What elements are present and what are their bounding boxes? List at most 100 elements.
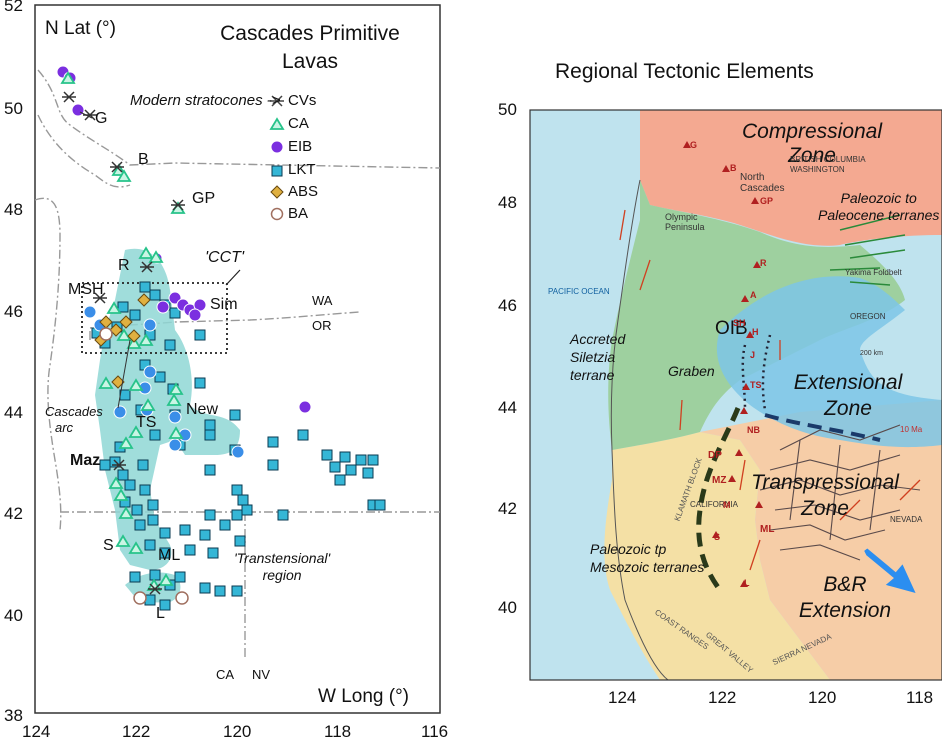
paleozoic-mesozoic-label: Paleozoic tp Mesozoic terranes [590, 540, 704, 576]
accreted-siletzia-label: Accreted Siletzia terrane [570, 330, 625, 384]
code-nb: NB [747, 425, 760, 435]
blue-arrow [864, 548, 916, 594]
volcano-label-ml: ML [158, 547, 181, 564]
left-map-title: Cascades Primitive Lavas [190, 20, 430, 76]
cv-points [62, 91, 185, 595]
left-y-axis-label: N Lat (°) [45, 18, 116, 39]
left-x-tick-124: 124 [22, 722, 51, 741]
mesozoic-line2: Mesozoic terranes [590, 559, 705, 575]
code-dp: DP [708, 450, 722, 461]
paleozoic-paleocene-label: Paleozoic to Paleocene terranes [818, 190, 939, 224]
yakima-label: Yakima Foldbelt [845, 268, 902, 277]
volcano-label-msh: MSH [68, 281, 104, 298]
volcano-label-gp: GP [192, 190, 216, 207]
volcano-label-r: R [118, 257, 130, 274]
right-y-tick-50: 50 [498, 100, 517, 119]
cct-label: 'CCT' [205, 249, 244, 266]
legend-label-cvs: CVs [288, 92, 317, 109]
left-x-tick-120: 120 [223, 722, 252, 741]
right-y-tick-40: 40 [498, 598, 517, 617]
code-r: R [760, 258, 767, 268]
volcano-label-b: B [138, 151, 149, 168]
code-mz: MZ [712, 475, 727, 486]
legend-label-ca: CA [288, 115, 309, 132]
state-label-ca: CA [216, 667, 235, 682]
code-a: A [750, 290, 757, 300]
cascades-arc-label: Cascades arc [45, 404, 103, 436]
left-y-tick-42: 42 [4, 504, 23, 523]
compressional-line1: Compressional [741, 120, 883, 143]
left-y-tick-52: 52 [4, 0, 23, 15]
code-gp: GP [760, 196, 774, 206]
code-j: J [750, 350, 756, 360]
left-y-tick-44: 44 [4, 403, 23, 422]
right-x-tick-120: 120 [808, 688, 837, 707]
volcano-label-l: L [156, 605, 165, 622]
left-y-tick-48: 48 [4, 200, 23, 219]
left-title-line1: Cascades Primitive [220, 22, 400, 45]
volcano-label-g: G [95, 110, 108, 127]
transtensional-line2: region [262, 567, 302, 583]
legend-label-abs: ABS [288, 183, 319, 200]
code-m: M [723, 500, 731, 510]
oib-label: OIB [715, 318, 748, 339]
right-x-tick-124: 124 [608, 688, 637, 707]
accreted-line2: Siletzia [570, 349, 616, 365]
graben-trace-2 [761, 334, 772, 411]
left-y-tick-38: 38 [4, 706, 23, 725]
br-line1: B&R [823, 573, 867, 596]
code-l: L [744, 578, 750, 588]
legend-label-lkt: LKT [288, 161, 316, 178]
code-s: S [714, 532, 721, 542]
paleozoic-line1: Paleozoic to [840, 190, 917, 206]
compressional-region [640, 110, 942, 246]
left-y-tick-50: 50 [4, 99, 23, 118]
ma-label: 10 Ma [900, 425, 923, 434]
volcano-triangles [683, 141, 763, 587]
transtensional-line1: 'Transtensional' [234, 550, 331, 566]
code-ts: TS [750, 380, 762, 390]
north-cascades-label: North Cascades [740, 172, 785, 194]
compressional-zone-label: Compressional Zone [732, 120, 892, 168]
code-g: G [690, 140, 698, 150]
br-extension-label: B&R Extension [790, 572, 900, 624]
volcano-label-maz: Maz [70, 452, 101, 469]
left-x-tick-116: 116 [421, 722, 449, 741]
extensional-line1: Extensional [793, 371, 903, 394]
boundary-dashed [696, 407, 741, 592]
motion-arrows [619, 209, 921, 571]
right-y-tick-44: 44 [498, 398, 517, 417]
accreted-line3: terrane [570, 367, 615, 383]
left-y-tick-40: 40 [4, 606, 23, 625]
code-sh: SH [733, 318, 746, 328]
br-region [700, 400, 942, 680]
cct-box [81, 282, 228, 354]
extensional-zone-label: Extensional Zone [788, 370, 908, 422]
transpressional-line1: Transpressional [751, 471, 899, 494]
wa-label: WASHINGTON [790, 165, 845, 174]
transtensional-label: 'Transtensional' region [234, 550, 330, 584]
right-y-tick-42: 42 [498, 499, 517, 518]
right-x-tick-122: 122 [708, 688, 737, 707]
legend-label-eib: EIB [288, 138, 313, 155]
left-title-line2: Lavas [281, 50, 339, 73]
label-leaders [79, 111, 131, 409]
volcano-label-new: New [186, 401, 219, 418]
scale-label: 200 km [860, 350, 883, 357]
state-label-or: OR [312, 318, 332, 333]
right-map-frame [529, 109, 942, 681]
extensional-dashed [764, 413, 881, 442]
yakima-lines [829, 214, 906, 286]
code-ml: ML [760, 524, 775, 535]
california-label: CALIFORNIA [690, 500, 739, 509]
right-map-title: Regional Tectonic Elements [555, 60, 814, 83]
graben-label: Graben [668, 363, 715, 379]
extensional-line2: Zone [824, 397, 872, 420]
cascades-arc-line1: Cascades [45, 404, 103, 419]
olympic-label: Olympic Peninsula [665, 212, 705, 232]
code-h: H [752, 327, 759, 337]
legend-heading: Modern stratocones -> [130, 92, 281, 109]
code-b: B [730, 163, 737, 173]
